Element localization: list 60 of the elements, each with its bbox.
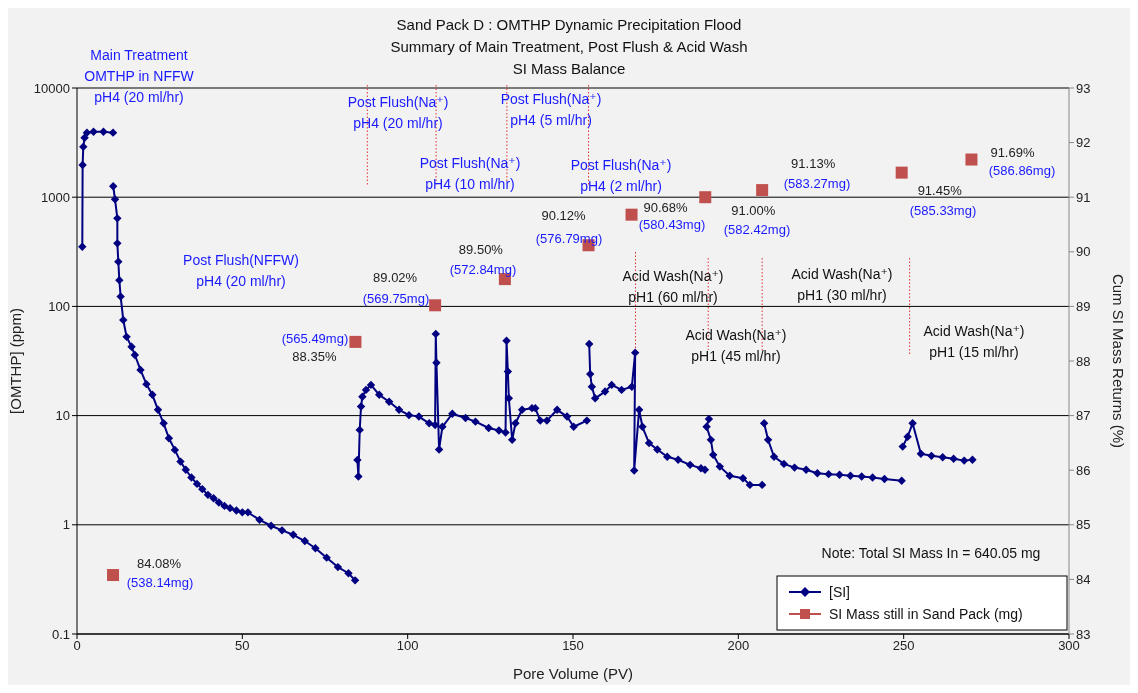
y2-tick-label: 86 [1076,462,1091,478]
y2-tick-label: 90 [1076,244,1091,260]
annotation: (576.79mg) [535,230,603,246]
annotation: Post Flush(NFFW) pH4 (20 ml/hr) [183,252,299,289]
y2-tick-label: 91 [1076,189,1091,205]
y-axis-title: [OMTHP] (ppm) [7,308,25,414]
annotation: (582.42mg) [723,221,791,237]
y-tick-label: 10000 [33,80,70,96]
x-axis-title: Pore Volume (PV) [512,665,634,682]
annotation: (585.33mg) [909,202,977,218]
y-tick-label: 1 [62,517,70,533]
y-tick-label: 100 [48,299,70,315]
annotation: Acid Wash(Na⁺) pH1 (30 ml/hr) [791,266,893,303]
annotation: (538.14mg) [126,574,194,590]
y-tick-label: 0.1 [51,626,70,642]
data-label: 91.00% [731,202,776,218]
chart-title: Sand Pack D : OMTHP Dynamic Precipitation Flood [395,15,743,35]
legend-label: SI Mass still in Sand Pack (mg) [829,606,1023,622]
annotation: (569.75mg) [362,290,430,306]
data-label: 84.08% [137,555,182,571]
annotation: (580.43mg) [638,216,706,232]
annotation: Acid Wash(Na⁺) pH1 (45 ml/hr) [685,327,787,364]
annotation: Note: Total SI Mass In = 640.05 mg [821,545,1041,561]
annotation: Post Flush(Na⁺) pH4 (5 ml/hr) [500,91,602,128]
data-label: 91.45% [917,183,963,199]
x-tick-label: 250 [892,638,915,654]
data-label: 91.13% [791,155,836,171]
y-tick-label: 1000 [41,189,70,205]
chart-subtitle: Summary of Main Treatment, Post Flush & Acid Wash SI Mass Balance [390,38,748,77]
data-label: 89.50% [458,241,504,257]
annotation: (565.49mg) [281,330,349,346]
x-tick-label: 50 [235,638,250,654]
y2-axis-title: Cum SI Mass Returns (%) [1109,273,1127,449]
annotation: (572.84mg) [449,261,517,277]
annotation: Post Flush(Na⁺) pH4 (20 ml/hr) [347,94,449,131]
annotation: (583.27mg) [783,175,851,191]
annotation: Acid Wash(Na⁺) pH1 (60 ml/hr) [622,268,724,305]
annotation: Post Flush(Na⁺) pH4 (10 ml/hr) [419,155,521,192]
y2-tick-label: 89 [1076,299,1091,315]
data-label: 90.12% [541,207,587,223]
x-tick-label: 100 [396,638,419,654]
y2-tick-label: 88 [1076,353,1091,369]
data-label: 90.68% [643,200,689,216]
x-tick-label: 150 [562,638,584,654]
data-label: 89.02% [373,269,418,285]
y2-tick-label: 87 [1076,408,1091,424]
annotation: Post Flush(Na⁺) pH4 (2 ml/hr) [570,157,672,194]
data-label: 91.69% [990,145,1035,161]
data-label: 88.35% [292,349,337,365]
y-tick-label: 10 [55,408,70,424]
y2-tick-label: 85 [1076,517,1091,533]
y2-tick-label: 92 [1076,135,1091,151]
legend-label: [SI] [829,584,851,600]
annotation: Acid Wash(Na⁺) pH1 (15 ml/hr) [923,323,1025,360]
y2-tick-label: 84 [1076,572,1091,588]
annotation: (586.86mg) [988,162,1056,178]
x-tick-label: 200 [727,638,750,654]
x-tick-label: 0 [73,638,81,654]
annotation: Main Treatment OMTHP in NFFW pH4 (20 ml/hr) [84,47,195,105]
y2-tick-label: 93 [1076,80,1091,96]
